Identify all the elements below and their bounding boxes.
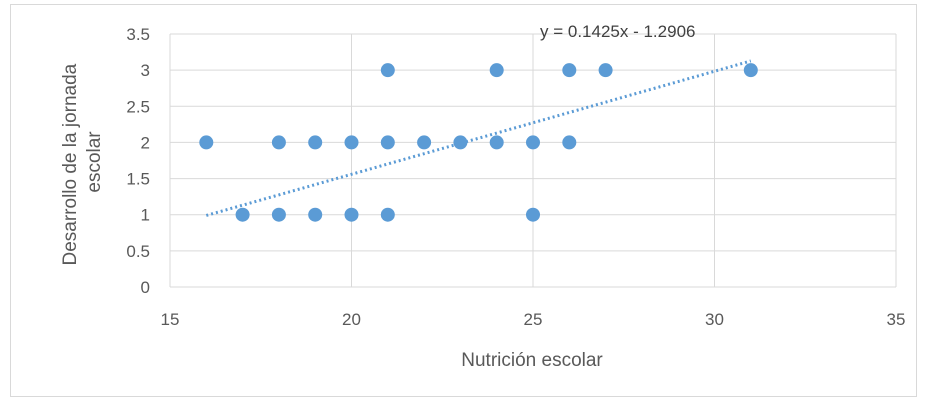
data-point: [380, 207, 395, 222]
x-tick-label: 30: [705, 310, 724, 329]
data-point: [344, 135, 359, 150]
y-tick-label: 2: [141, 133, 150, 152]
trendline-equation: y = 0.1425x - 1.2906: [540, 22, 695, 41]
data-point: [271, 207, 286, 222]
data-points: [199, 63, 758, 222]
data-point: [380, 63, 395, 78]
y-tick-label: 0: [141, 278, 150, 297]
data-point: [489, 135, 504, 150]
y-tick-label: 2.5: [126, 97, 150, 116]
y-axis-title-line-2: escolar: [84, 131, 105, 193]
data-point: [598, 63, 613, 78]
data-point: [235, 207, 250, 222]
gridlines: [169, 33, 897, 288]
data-point: [308, 207, 323, 222]
x-tick-label: 20: [342, 310, 361, 329]
data-point: [308, 135, 323, 150]
y-tick-label: 0.5: [126, 242, 150, 261]
data-point: [562, 135, 577, 150]
data-point: [489, 63, 504, 78]
x-tick-label: 25: [524, 310, 543, 329]
data-point: [526, 135, 540, 150]
data-point: [380, 135, 395, 150]
data-point: [453, 135, 468, 150]
trendline-group: [205, 59, 752, 217]
y-tick-label: 1.5: [126, 170, 150, 189]
data-point: [271, 135, 286, 150]
y-axis-ticks: 0 0.5 1 1.5 2 2.5 3 3.5: [126, 25, 150, 297]
x-tick-label: 35: [887, 310, 906, 329]
y-axis-title-line-1: Desarrollo de la jornada: [60, 63, 81, 265]
x-axis-ticks: 15 20 25 30 35: [161, 310, 906, 329]
x-tick-label: 15: [161, 310, 180, 329]
y-tick-label: 3.5: [126, 25, 150, 44]
data-point: [743, 63, 758, 78]
trendline: [205, 59, 752, 217]
y-axis-title: Desarrollo de la jornada escolar: [60, 58, 105, 265]
data-point: [526, 207, 540, 222]
y-tick-label: 3: [141, 61, 150, 80]
x-axis-title: Nutrición escolar: [461, 350, 603, 371]
chart-area: [10, 4, 917, 397]
data-point: [562, 63, 577, 78]
data-point: [199, 135, 214, 150]
y-tick-label: 1: [141, 206, 150, 225]
data-point: [344, 207, 359, 222]
data-point: [417, 135, 432, 150]
